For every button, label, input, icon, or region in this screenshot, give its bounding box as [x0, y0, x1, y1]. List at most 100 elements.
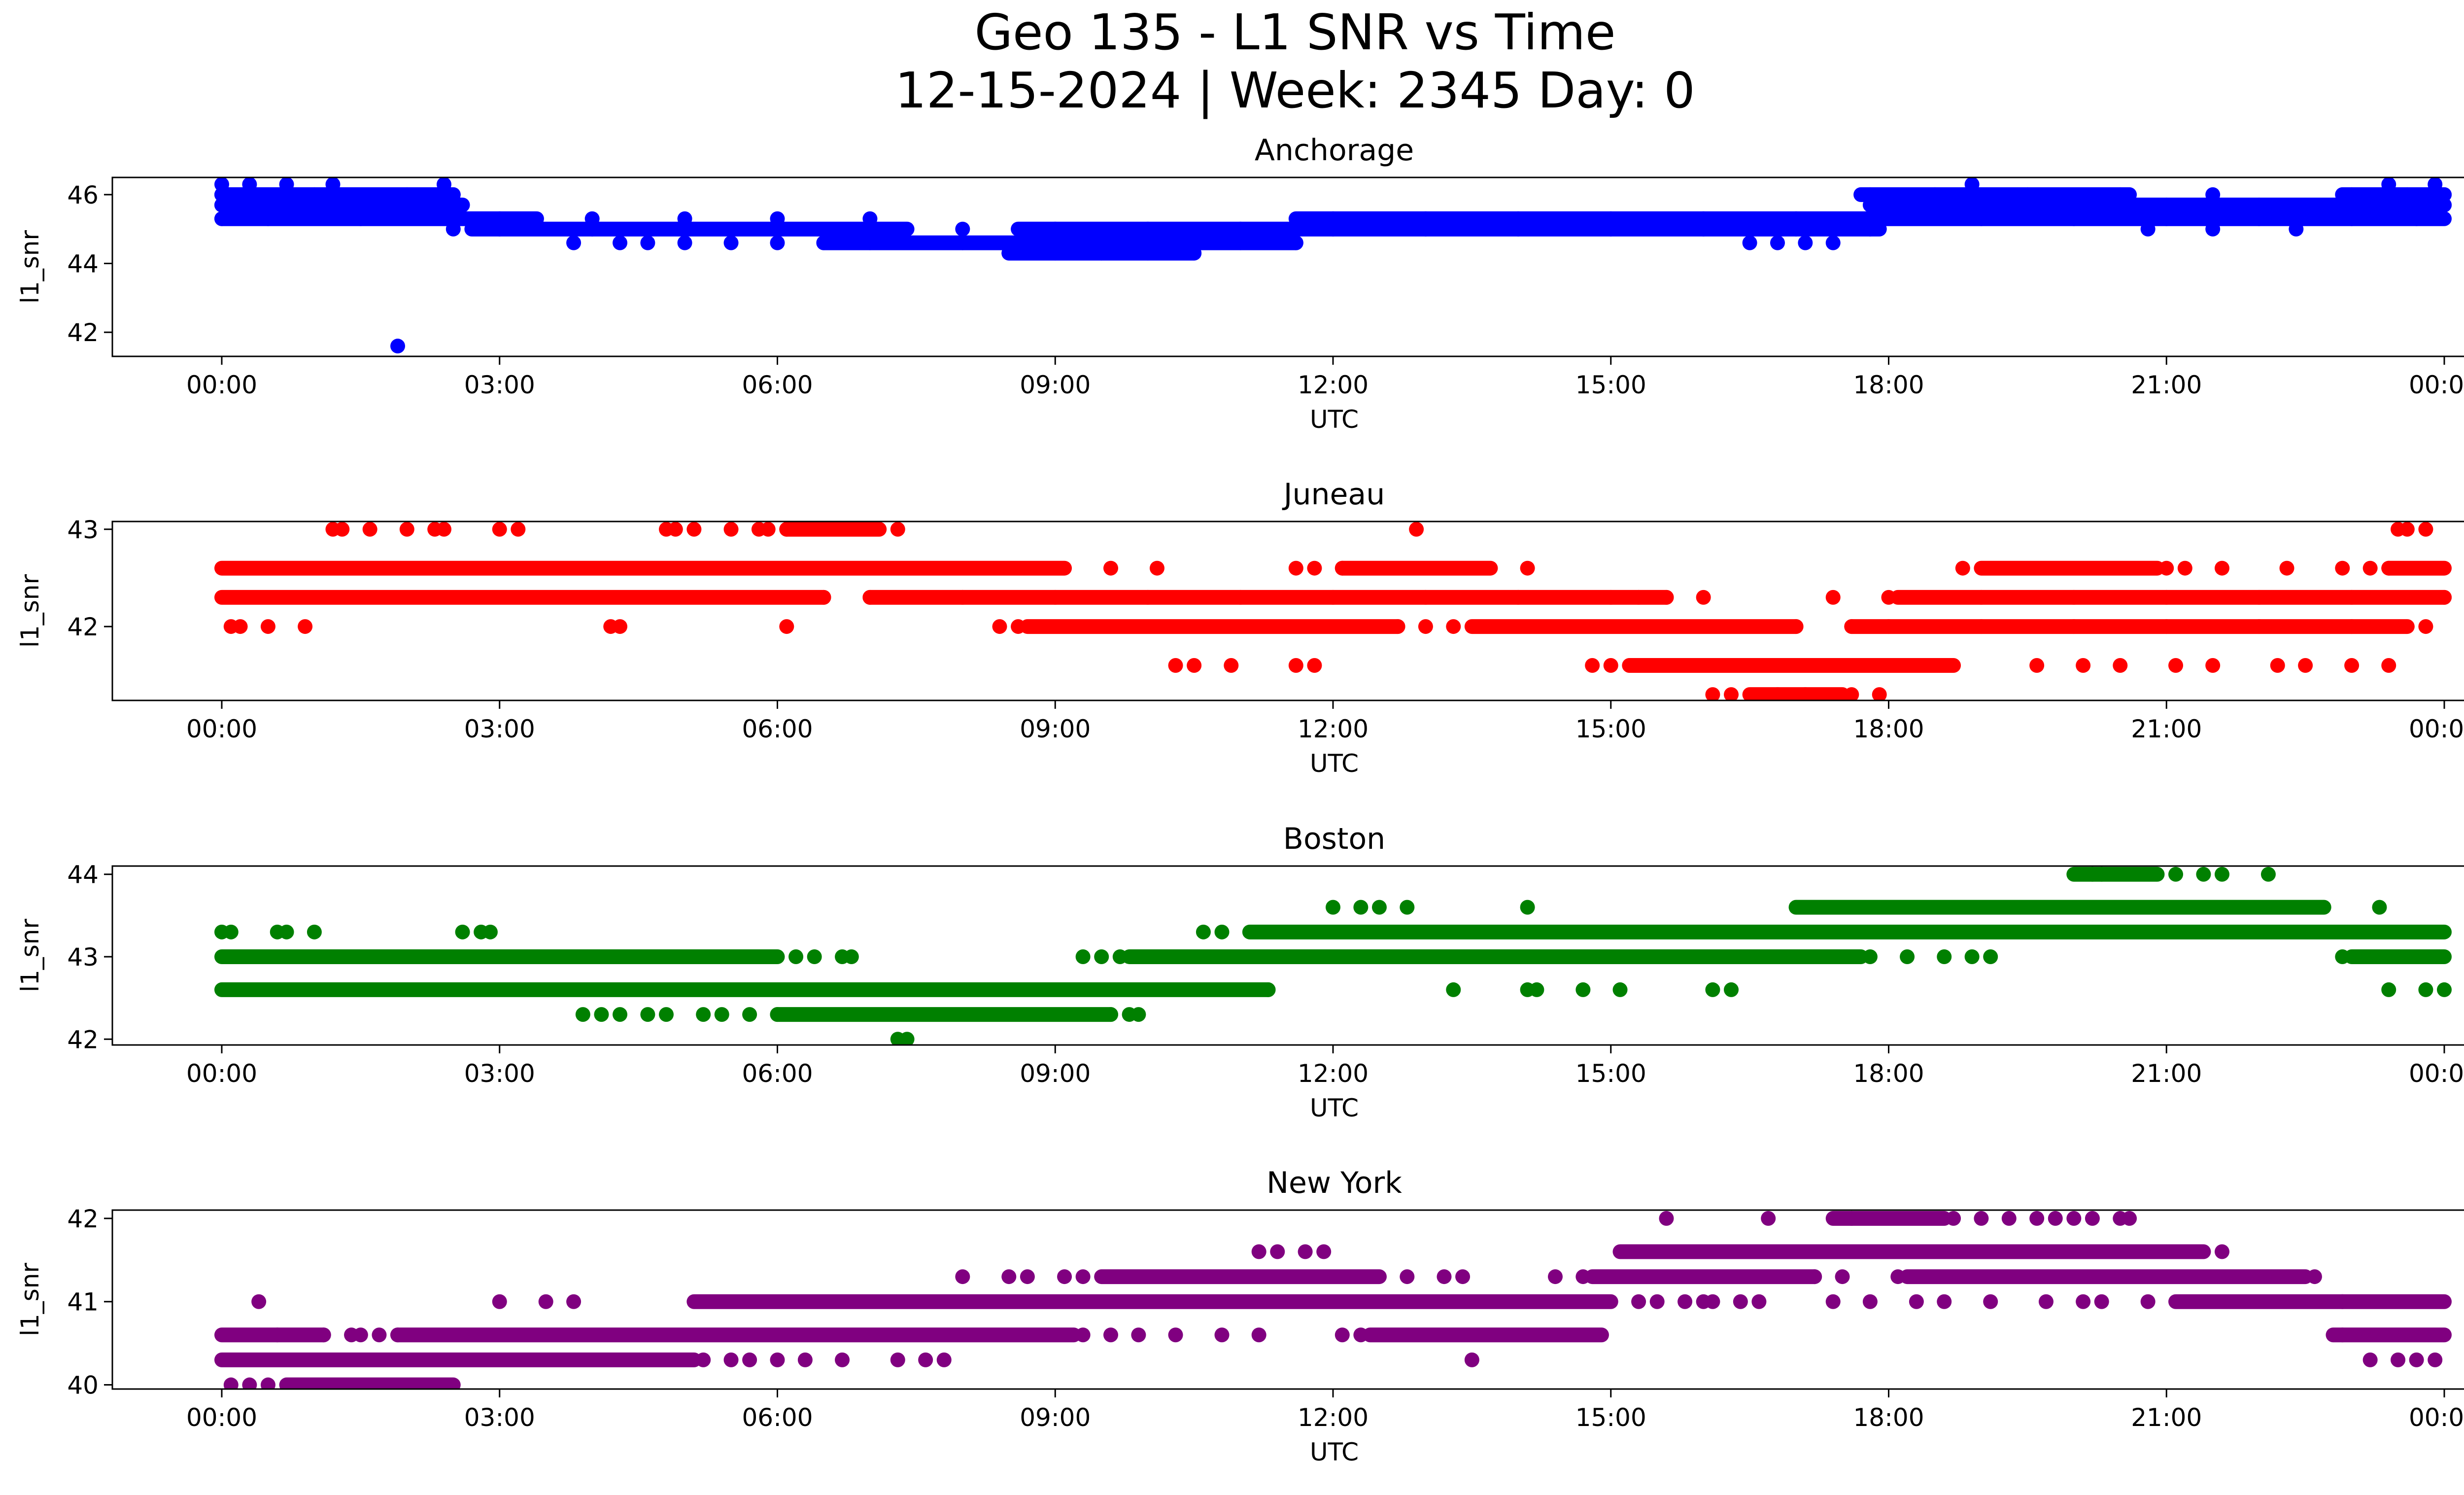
- data-point: [1724, 687, 1739, 700]
- data-point: [2140, 1294, 2156, 1309]
- data-point: [260, 211, 275, 226]
- data-point: [1094, 245, 1109, 261]
- data-point: [2260, 867, 2276, 882]
- data-point: [1733, 1294, 1748, 1309]
- x-tick-label: 15:00: [1575, 715, 1646, 743]
- data-point: [270, 1327, 285, 1343]
- data-point: [2205, 187, 2221, 202]
- data-point: [816, 235, 831, 250]
- y-axis-label: l1_snr: [16, 1263, 44, 1336]
- data-point: [2085, 1211, 2100, 1226]
- data-point: [770, 235, 785, 250]
- data-point: [1964, 949, 1980, 965]
- data-point-run: [214, 1352, 702, 1367]
- data-point: [1844, 1211, 1859, 1226]
- data-point-run: [1742, 687, 1850, 700]
- data-point: [492, 522, 507, 537]
- data-point: [492, 211, 507, 226]
- data-point-run: [390, 1327, 1081, 1343]
- data-point: [492, 1294, 507, 1309]
- data-point: [2113, 658, 2128, 673]
- data-point: [1418, 590, 1433, 605]
- data-point-run: [2344, 949, 2452, 965]
- data-point: [1946, 1211, 1961, 1226]
- data-point: [1251, 1244, 1266, 1259]
- data-point: [1326, 221, 1340, 237]
- data-layer: [214, 522, 2452, 700]
- data-point-run: [1844, 619, 2415, 634]
- data-point: [955, 1269, 970, 1285]
- data-point: [1048, 590, 1063, 605]
- data-point: [723, 235, 739, 250]
- data-point: [1825, 1294, 1841, 1309]
- data-point: [1048, 235, 1063, 250]
- data-point: [1964, 177, 1980, 192]
- data-point: [2399, 522, 2415, 537]
- data-point: [1649, 1294, 1665, 1309]
- x-tick-label: 09:00: [1020, 1059, 1091, 1088]
- data-point: [1705, 687, 1720, 700]
- data-point: [1862, 211, 1878, 226]
- data-point: [2344, 211, 2360, 226]
- data-point: [1835, 1269, 1850, 1285]
- data-point: [2252, 211, 2267, 226]
- data-point: [1446, 619, 1461, 634]
- data-point: [862, 211, 878, 226]
- x-tick-label: 21:00: [2131, 1059, 2202, 1088]
- data-point: [1937, 658, 1952, 673]
- data-point: [1603, 590, 1618, 605]
- data-point: [1335, 1327, 1350, 1343]
- data-point: [1862, 1294, 1878, 1309]
- data-point: [1075, 1327, 1091, 1343]
- data-point: [779, 522, 794, 537]
- data-point: [686, 522, 702, 537]
- data-point: [325, 177, 341, 192]
- data-point: [214, 197, 229, 212]
- data-point: [1788, 221, 1804, 237]
- data-point: [2001, 1211, 2017, 1226]
- data-point: [2335, 560, 2350, 576]
- data-point: [2168, 867, 2184, 882]
- data-point: [2418, 982, 2433, 997]
- data-point: [1983, 949, 1998, 965]
- data-point: [1353, 900, 1369, 915]
- data-point: [1585, 658, 1600, 673]
- y-tick-label: 41: [67, 1288, 99, 1317]
- data-point: [390, 1327, 406, 1343]
- data-point-run: [1363, 1327, 1609, 1343]
- data-point: [372, 1327, 387, 1343]
- data-point: [353, 211, 368, 226]
- axes-frame: [111, 521, 2464, 701]
- data-point: [1881, 619, 1896, 634]
- data-point-run: [1464, 619, 1804, 634]
- data-point-run: [2381, 560, 2452, 576]
- data-point: [307, 187, 322, 202]
- data-point: [2066, 590, 2082, 605]
- data-point-run: [214, 949, 785, 965]
- data-point: [760, 522, 776, 537]
- data-point-run: [214, 560, 1072, 576]
- x-tick-label: 12:00: [1298, 1403, 1369, 1432]
- data-point: [445, 221, 461, 237]
- data-point: [1529, 982, 1544, 997]
- data-point-run: [214, 590, 831, 605]
- data-point: [2048, 1211, 2063, 1226]
- data-point: [445, 211, 461, 226]
- data-point: [2381, 177, 2396, 192]
- data-layer: [214, 867, 2452, 1045]
- axes-frame: [111, 176, 2464, 357]
- data-point: [1103, 1007, 1118, 1022]
- data-point: [2270, 658, 2285, 673]
- data-point: [844, 949, 859, 965]
- data-point: [1103, 1327, 1118, 1343]
- data-point: [714, 1007, 729, 1022]
- data-point: [2437, 982, 2452, 997]
- data-point: [390, 339, 406, 354]
- data-point: [482, 924, 498, 939]
- subplot-title: New York: [1266, 1166, 1402, 1200]
- data-point: [2215, 867, 2229, 882]
- data-point: [1825, 235, 1841, 250]
- data-point: [788, 949, 804, 965]
- data-point: [1233, 590, 1248, 605]
- data-point: [1603, 658, 1618, 673]
